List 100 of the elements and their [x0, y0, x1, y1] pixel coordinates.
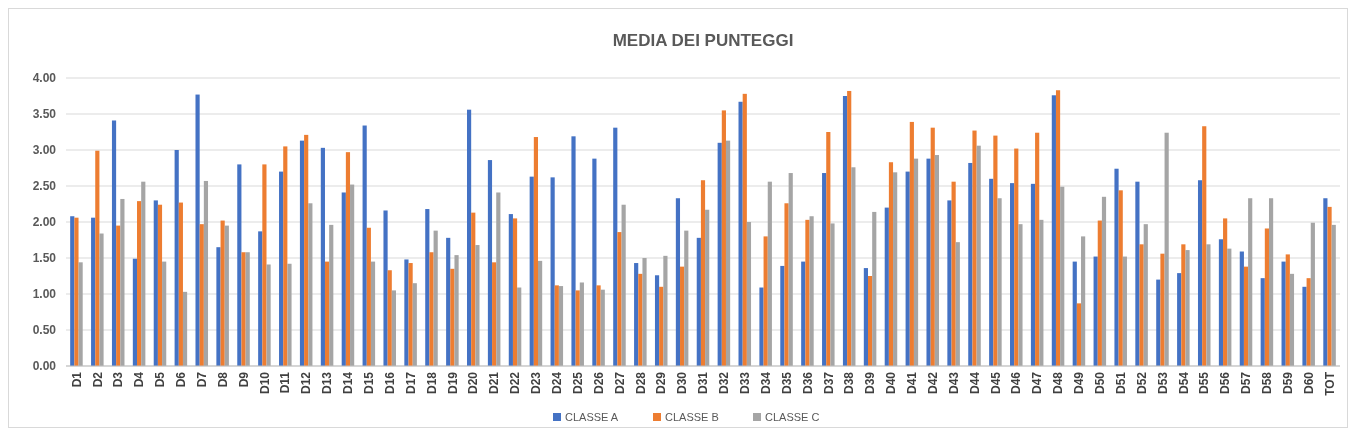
bar — [905, 171, 910, 366]
bar — [1097, 220, 1102, 366]
x-tick-label: D34 — [758, 371, 773, 395]
chart-title: MEDIA DEI PUNTEGGI — [612, 31, 794, 50]
bar — [1268, 198, 1274, 366]
bar — [1143, 224, 1148, 366]
bar — [408, 263, 413, 366]
bar — [1101, 196, 1107, 366]
bar — [512, 218, 518, 366]
bar — [1076, 303, 1082, 366]
y-tick-label: 4.00 — [32, 71, 57, 86]
x-tick-label: D30 — [675, 371, 690, 395]
bar — [1302, 286, 1307, 366]
x-tick-label: D56 — [1218, 371, 1233, 395]
bar — [558, 286, 564, 366]
bar — [324, 261, 330, 366]
bar — [1135, 181, 1140, 366]
bar — [784, 203, 789, 366]
x-tick-label: D15 — [362, 371, 377, 395]
bar — [621, 204, 626, 366]
bar — [99, 233, 104, 366]
bar — [1202, 126, 1207, 366]
bar — [1030, 183, 1036, 366]
bar — [822, 173, 827, 366]
bar — [872, 211, 877, 366]
bar — [638, 273, 643, 366]
bar — [1160, 253, 1165, 366]
bar — [1197, 180, 1203, 366]
bar — [350, 184, 355, 366]
bar — [705, 209, 710, 366]
x-tick-label: D39 — [863, 371, 878, 395]
bar — [842, 96, 848, 366]
bar — [1035, 132, 1040, 366]
x-tick-label: D52 — [1134, 371, 1149, 395]
bar — [951, 181, 956, 366]
bar — [801, 261, 806, 366]
bar — [579, 282, 584, 366]
bar — [433, 230, 438, 366]
x-tick-label: D54 — [1176, 371, 1191, 395]
bar — [1243, 266, 1249, 366]
x-tick-label: D55 — [1197, 371, 1212, 395]
bar — [1223, 218, 1228, 366]
bar — [1010, 183, 1015, 366]
bar — [634, 263, 639, 366]
x-tick-label: D5 — [153, 371, 168, 388]
bar — [893, 172, 898, 366]
bar — [654, 275, 660, 366]
x-tick-label: D17 — [403, 371, 418, 395]
bar — [600, 289, 605, 366]
bar — [262, 164, 267, 366]
bar — [475, 245, 480, 366]
bar — [1055, 90, 1061, 366]
bar — [341, 192, 346, 366]
bar — [851, 167, 856, 366]
x-tick-label: D13 — [320, 371, 335, 395]
bar — [1072, 261, 1077, 366]
bar — [780, 265, 785, 366]
y-tick-label: 2.50 — [32, 179, 57, 194]
bar — [571, 136, 576, 366]
x-tick-label: D22 — [508, 371, 523, 395]
x-tick-label: D33 — [737, 371, 752, 395]
bar — [554, 285, 559, 366]
bar — [1239, 251, 1244, 366]
bar — [738, 101, 743, 366]
x-tick-label: D3 — [111, 371, 126, 388]
legend-label: CLASSE A — [565, 411, 619, 423]
x-tick-label: D27 — [612, 371, 627, 395]
y-tick-label: 1.00 — [32, 287, 57, 302]
x-tick-label: D26 — [591, 371, 606, 395]
bar — [195, 94, 200, 366]
bar — [1060, 186, 1065, 366]
bar — [934, 155, 939, 366]
bar — [976, 145, 981, 366]
bar — [955, 242, 960, 366]
x-tick-label: D53 — [1155, 371, 1170, 395]
bar — [174, 150, 179, 366]
bar — [320, 147, 325, 366]
bar — [550, 177, 555, 366]
bar — [1260, 278, 1265, 366]
bar — [237, 164, 242, 366]
bar — [1310, 222, 1315, 366]
bar — [680, 266, 685, 366]
bar — [1114, 168, 1119, 366]
x-tick-label: D19 — [445, 371, 460, 395]
x-tick-label: D38 — [842, 371, 857, 395]
bar — [258, 231, 263, 366]
bar — [178, 202, 183, 366]
bar — [847, 90, 852, 366]
bar — [1281, 261, 1286, 366]
bar — [805, 219, 810, 366]
bar — [224, 225, 229, 366]
bar — [997, 198, 1002, 366]
bar — [1014, 148, 1019, 366]
y-tick-label: 3.50 — [32, 107, 57, 122]
bar — [575, 290, 580, 366]
bar — [220, 220, 225, 366]
bar — [362, 125, 367, 366]
bar — [366, 227, 371, 366]
bar — [446, 237, 451, 366]
bar — [120, 198, 125, 366]
